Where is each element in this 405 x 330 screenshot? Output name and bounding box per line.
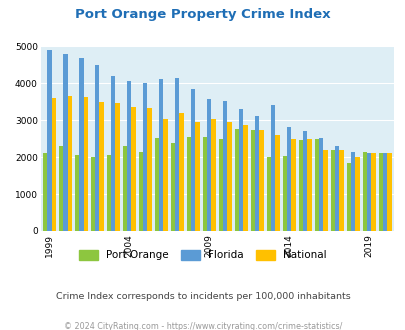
Bar: [131, 107, 135, 231]
Bar: [366, 153, 370, 231]
Bar: [111, 76, 115, 231]
Bar: [259, 130, 263, 231]
Bar: [163, 119, 167, 231]
Bar: [243, 124, 247, 231]
Bar: [322, 150, 327, 231]
Bar: [127, 81, 131, 231]
Bar: [250, 130, 254, 231]
Bar: [99, 102, 104, 231]
Bar: [207, 99, 211, 231]
Bar: [350, 151, 354, 231]
Bar: [154, 138, 159, 231]
Legend: Port Orange, Florida, National: Port Orange, Florida, National: [79, 250, 326, 260]
Bar: [218, 139, 222, 231]
Text: Port Orange Property Crime Index: Port Orange Property Crime Index: [75, 8, 330, 21]
Bar: [186, 137, 191, 231]
Bar: [83, 97, 87, 231]
Bar: [175, 78, 179, 231]
Bar: [59, 146, 63, 231]
Bar: [67, 96, 72, 231]
Bar: [95, 65, 99, 231]
Bar: [75, 155, 79, 231]
Bar: [314, 139, 318, 231]
Bar: [377, 153, 382, 231]
Bar: [115, 103, 119, 231]
Text: Crime Index corresponds to incidents per 100,000 inhabitants: Crime Index corresponds to incidents per…: [55, 292, 350, 301]
Bar: [47, 50, 51, 231]
Bar: [254, 116, 259, 231]
Text: © 2024 CityRating.com - https://www.cityrating.com/crime-statistics/: © 2024 CityRating.com - https://www.city…: [64, 322, 341, 330]
Bar: [302, 131, 307, 231]
Bar: [159, 80, 163, 231]
Bar: [91, 157, 95, 231]
Bar: [318, 138, 322, 231]
Bar: [275, 135, 279, 231]
Bar: [266, 157, 270, 231]
Bar: [147, 108, 151, 231]
Bar: [139, 151, 143, 231]
Bar: [43, 153, 47, 231]
Bar: [346, 163, 350, 231]
Bar: [339, 150, 343, 231]
Bar: [362, 151, 366, 231]
Bar: [330, 150, 334, 231]
Bar: [143, 83, 147, 231]
Bar: [307, 139, 311, 231]
Bar: [270, 105, 275, 231]
Bar: [334, 146, 339, 231]
Bar: [286, 127, 290, 231]
Bar: [239, 109, 243, 231]
Bar: [370, 153, 375, 231]
Bar: [63, 53, 67, 231]
Bar: [227, 122, 231, 231]
Bar: [222, 101, 227, 231]
Bar: [191, 89, 195, 231]
Bar: [123, 146, 127, 231]
Bar: [234, 129, 239, 231]
Bar: [107, 155, 111, 231]
Bar: [179, 113, 183, 231]
Bar: [386, 153, 390, 231]
Bar: [382, 153, 386, 231]
Bar: [354, 157, 359, 231]
Bar: [79, 58, 83, 231]
Bar: [171, 143, 175, 231]
Bar: [51, 98, 56, 231]
Bar: [202, 137, 207, 231]
Bar: [211, 119, 215, 231]
Bar: [195, 121, 199, 231]
Bar: [298, 141, 302, 231]
Bar: [290, 139, 295, 231]
Bar: [282, 156, 286, 231]
